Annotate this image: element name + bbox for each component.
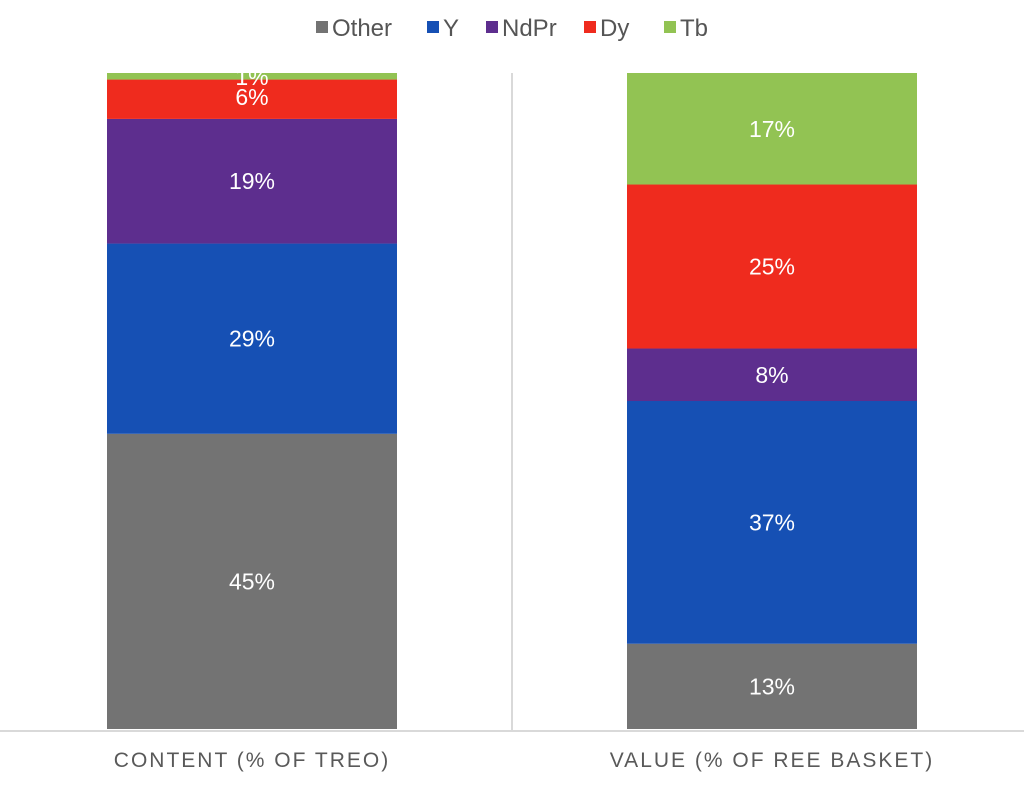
bar-segment-dy: [107, 79, 397, 119]
legend-swatch-other: [316, 21, 328, 33]
data-label: 37%: [749, 509, 795, 535]
bars: 45% 29% 19% 6%1% 13% 37% 8% 25% 17%: [107, 64, 917, 729]
bar-segment-tb: [627, 73, 917, 185]
data-label: 6%: [235, 84, 268, 110]
data-label: 45%: [229, 568, 275, 594]
data-label: 8%: [755, 362, 788, 388]
legend-swatch-dy: [584, 21, 596, 33]
bar-segment-ndpr: [107, 118, 397, 244]
data-label: 19%: [229, 168, 275, 194]
bar-segment-y: [107, 243, 397, 434]
data-label: 29%: [229, 326, 275, 352]
legend-swatch-ndpr: [486, 21, 498, 33]
legend-label: Tb: [680, 15, 708, 42]
data-label: 25%: [749, 254, 795, 280]
data-label: 17%: [749, 116, 795, 142]
data-label: 1%: [235, 64, 268, 90]
legend-label: NdPr: [502, 15, 557, 42]
legend-swatch-tb: [664, 21, 676, 33]
legend-label: Y: [443, 15, 459, 42]
bar-segment-other: [627, 643, 917, 729]
bar-segment-ndpr: [627, 348, 917, 401]
category-label: VALUE (% OF REE BASKET): [610, 749, 935, 772]
legend-swatch-y: [427, 21, 439, 33]
legend-label: Dy: [600, 15, 629, 42]
legend-label: Other: [332, 15, 392, 42]
bar-segment-tb: [107, 73, 397, 80]
bar-segment-dy: [627, 184, 917, 349]
data-label: 13%: [749, 673, 795, 699]
bar-segment-y: [627, 401, 917, 644]
legend: Other Y NdPr Dy Tb: [316, 15, 708, 42]
category-label: CONTENT (% OF TREO): [114, 749, 390, 772]
bar-segment-other: [107, 433, 397, 729]
